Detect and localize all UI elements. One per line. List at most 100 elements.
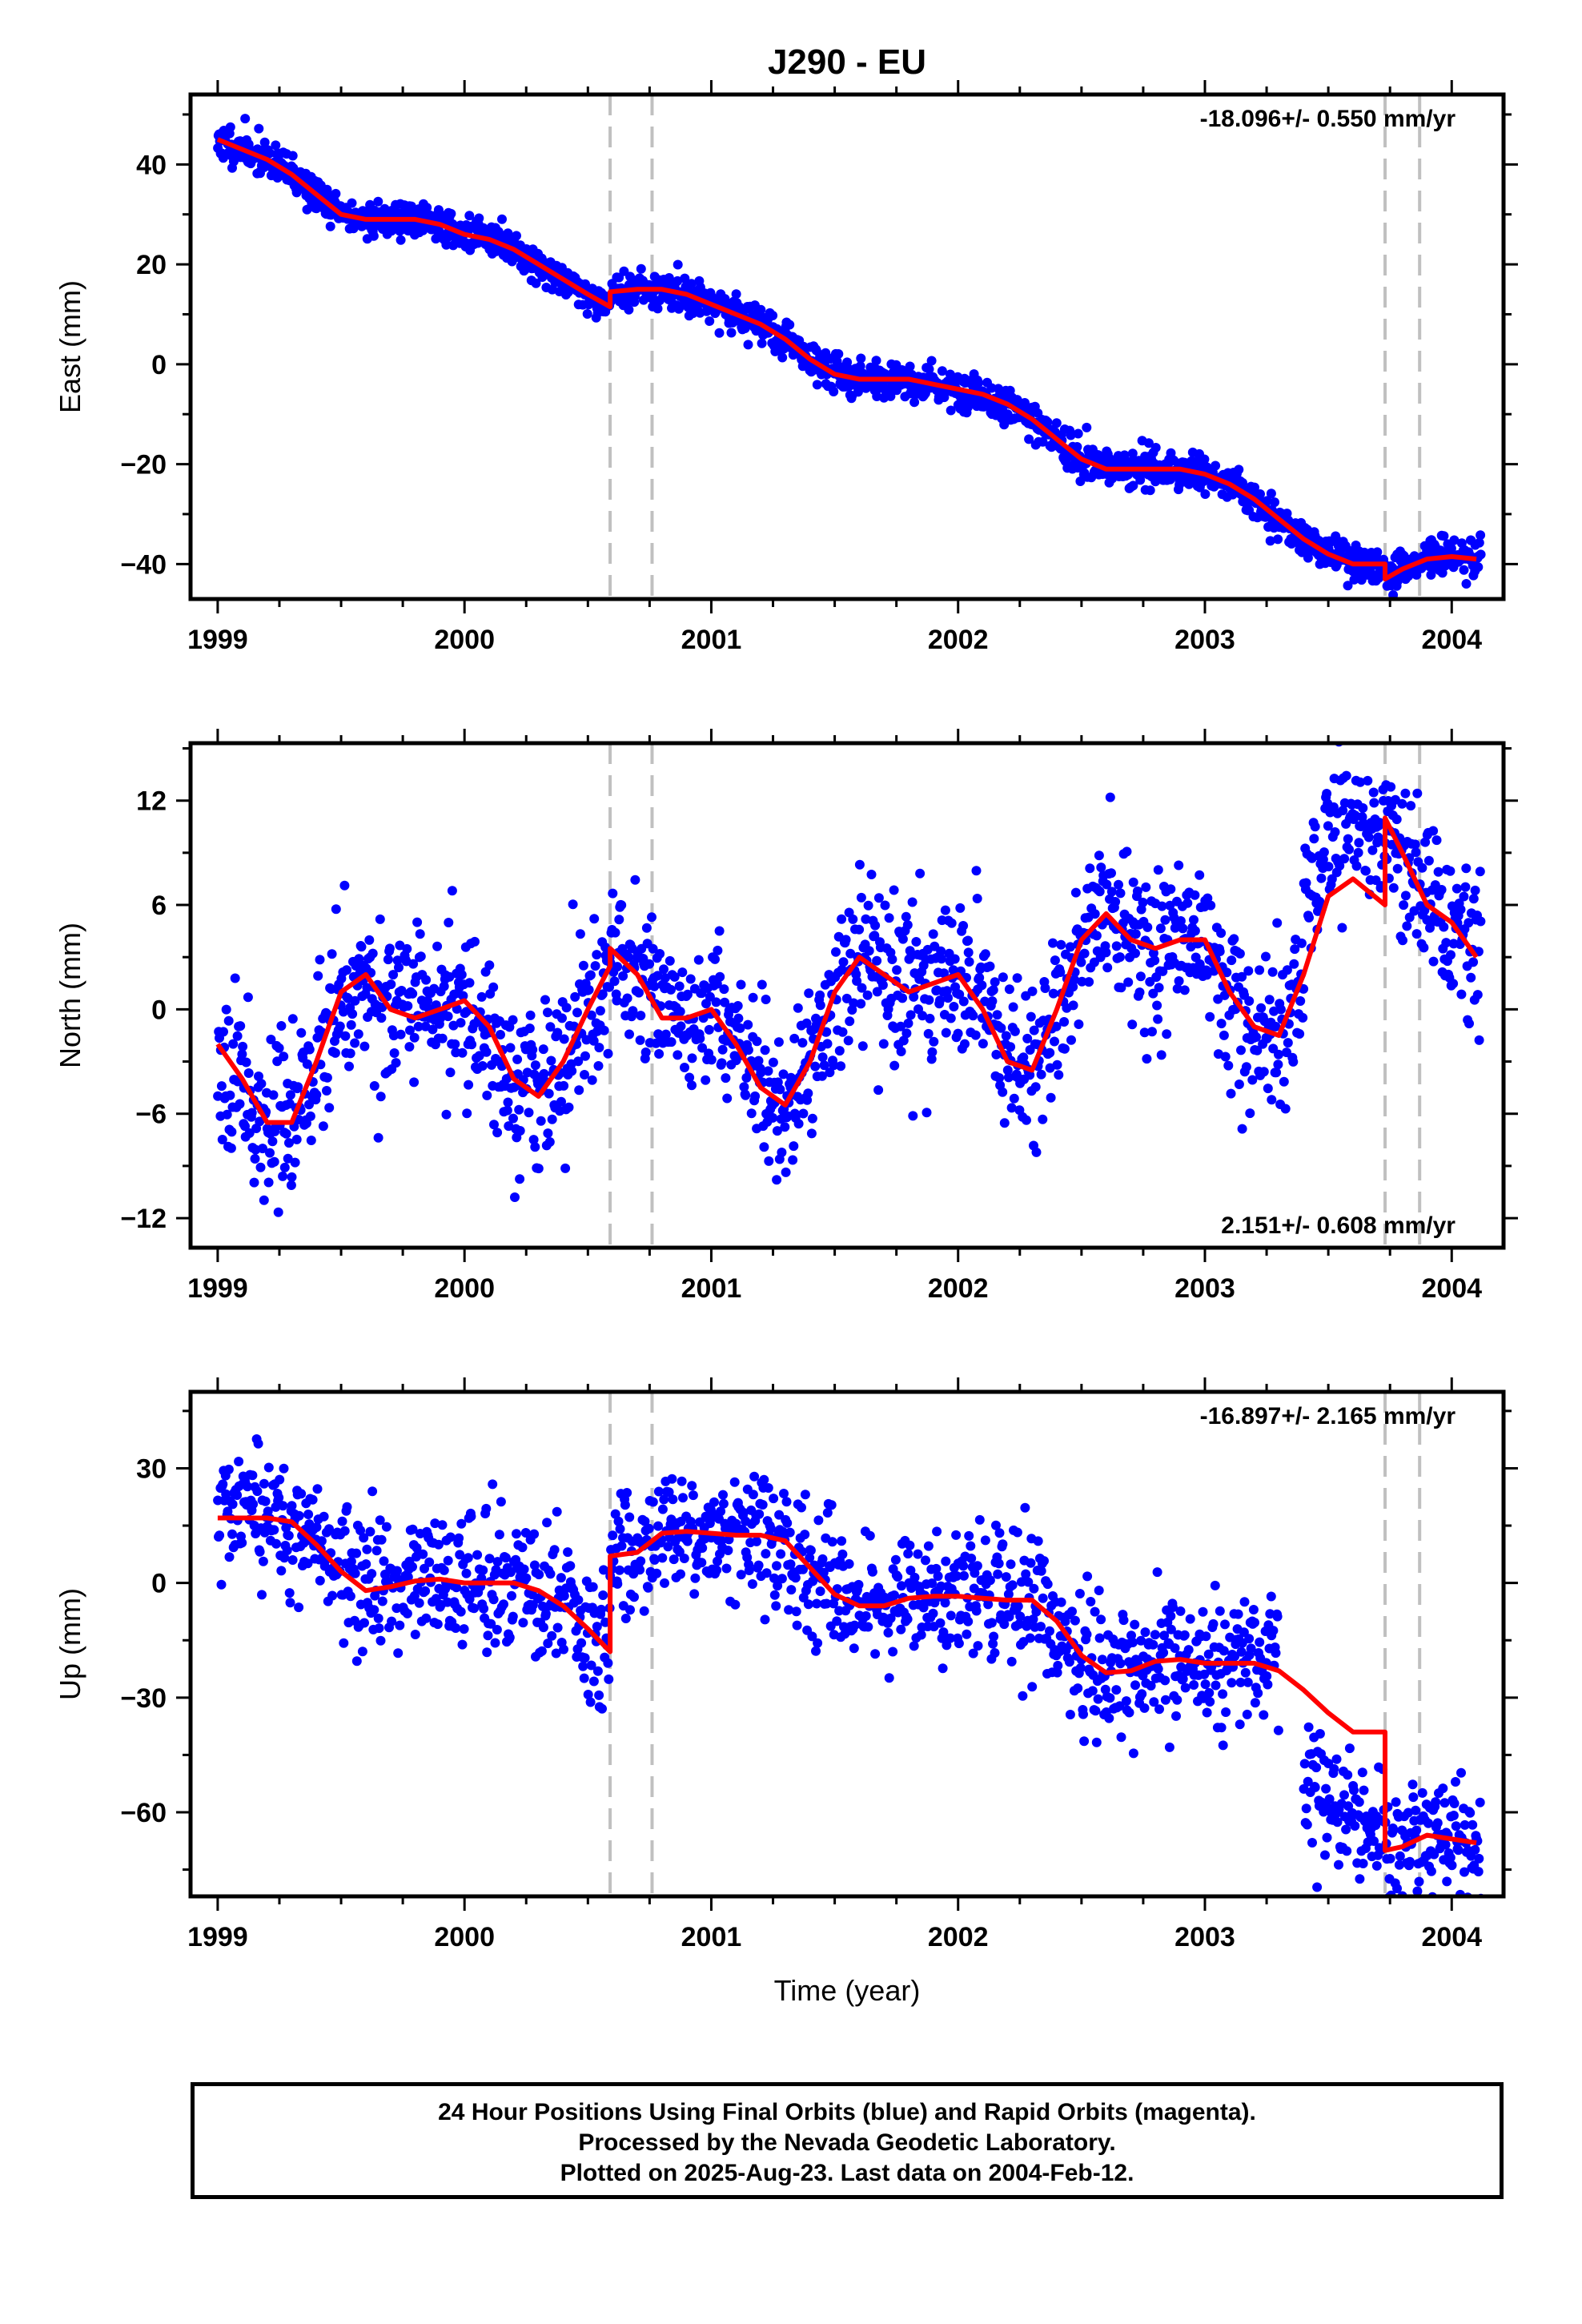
data-point <box>974 378 984 388</box>
data-point <box>365 1526 375 1537</box>
data-point <box>1261 951 1271 962</box>
data-point <box>534 1570 544 1580</box>
data-point <box>1282 965 1292 975</box>
data-point <box>1036 1566 1046 1576</box>
data-point <box>1267 967 1278 977</box>
data-point <box>303 1558 313 1569</box>
y-tick-label: −20 <box>120 450 167 480</box>
data-point <box>815 990 825 1000</box>
data-point <box>1219 1030 1229 1040</box>
data-point <box>1015 1611 1026 1622</box>
data-point <box>748 1490 758 1500</box>
data-point <box>785 1527 795 1538</box>
data-point <box>939 968 950 979</box>
data-point <box>1229 934 1239 944</box>
data-point <box>409 1032 420 1043</box>
data-point <box>1175 916 1186 926</box>
data-point <box>536 1116 546 1126</box>
data-point <box>345 1591 355 1602</box>
data-point <box>1403 1807 1413 1818</box>
data-point <box>1045 1047 1055 1058</box>
data-point <box>592 1622 602 1632</box>
data-point <box>1386 782 1396 792</box>
data-point <box>1476 549 1486 560</box>
data-point <box>1009 1093 1019 1104</box>
data-point <box>265 1148 275 1158</box>
data-point <box>1174 976 1184 986</box>
data-point <box>1324 1794 1335 1804</box>
data-point <box>345 1048 355 1059</box>
data-point <box>241 1057 251 1068</box>
data-point <box>1234 1080 1244 1089</box>
data-point <box>369 1605 379 1615</box>
data-point <box>1190 926 1200 936</box>
data-point <box>283 1153 293 1164</box>
data-point <box>287 1555 298 1565</box>
data-point <box>1054 1070 1064 1080</box>
data-point <box>1216 1019 1227 1029</box>
data-point <box>624 1512 635 1522</box>
data-point <box>864 946 874 956</box>
data-point <box>597 989 608 999</box>
data-point <box>741 1090 751 1100</box>
data-point <box>1141 882 1151 892</box>
data-point <box>279 1553 290 1563</box>
data-point <box>924 995 934 1005</box>
data-point <box>849 1643 859 1654</box>
data-point <box>454 1533 464 1543</box>
data-point <box>594 1043 604 1053</box>
data-point <box>916 1630 926 1640</box>
data-point <box>1178 923 1188 934</box>
data-point <box>255 1162 266 1172</box>
data-point <box>364 935 375 945</box>
data-point <box>673 259 683 270</box>
data-point <box>561 1003 572 1013</box>
data-point <box>695 1033 705 1043</box>
data-point <box>896 1047 906 1056</box>
data-point <box>923 1028 934 1039</box>
data-point <box>1190 890 1200 900</box>
data-point <box>1250 1698 1260 1708</box>
data-point <box>772 1561 781 1571</box>
data-point <box>324 1524 334 1534</box>
data-point <box>530 1060 540 1071</box>
data-point <box>1371 1860 1382 1871</box>
data-point <box>815 1586 825 1596</box>
data-point <box>464 1080 474 1090</box>
data-point <box>1290 944 1300 955</box>
data-point <box>287 1172 297 1182</box>
data-point <box>1158 966 1168 976</box>
data-point <box>636 1011 646 1021</box>
data-point <box>556 1096 566 1107</box>
data-point <box>388 970 399 980</box>
data-point <box>1082 422 1092 432</box>
data-point <box>1461 863 1472 874</box>
data-point <box>311 1090 322 1100</box>
data-point <box>1006 1559 1016 1570</box>
data-point <box>1428 956 1439 967</box>
data-point <box>351 1656 362 1667</box>
data-point <box>1014 1619 1025 1629</box>
data-point <box>892 965 902 975</box>
data-point <box>281 1522 291 1533</box>
data-point <box>1439 922 1449 932</box>
data-point <box>685 1072 695 1083</box>
data-point <box>1048 988 1058 999</box>
data-point <box>686 279 697 289</box>
data-point <box>470 936 480 947</box>
data-point <box>1138 897 1148 907</box>
data-point <box>1303 1776 1313 1787</box>
data-point <box>1145 485 1155 496</box>
data-point <box>616 900 627 911</box>
data-point <box>456 1606 466 1617</box>
data-point <box>1304 912 1314 923</box>
data-point <box>396 235 406 245</box>
data-point <box>1170 1643 1180 1653</box>
data-point <box>1396 1897 1406 1907</box>
data-point <box>588 1582 598 1592</box>
data-point <box>549 1545 560 1555</box>
data-point <box>652 304 663 314</box>
data-point <box>530 1142 540 1152</box>
data-point <box>1283 1038 1293 1048</box>
data-point <box>785 1559 796 1570</box>
